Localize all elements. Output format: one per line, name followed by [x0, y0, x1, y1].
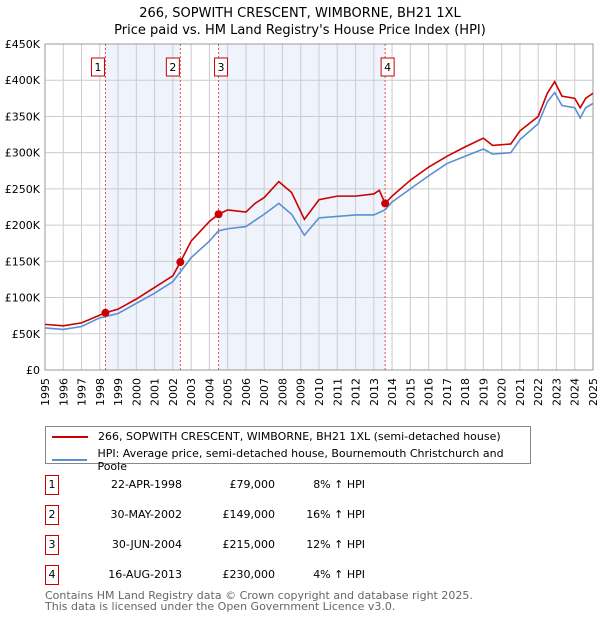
- legend-red-line: [52, 435, 88, 438]
- legend: 266, SOPWITH CRESCENT, WIMBORNE, BH21 1X…: [45, 426, 531, 473]
- x-tick-label: 2003: [185, 378, 198, 406]
- plot-frame: [44, 43, 594, 371]
- sale-marker: 4: [45, 565, 59, 585]
- sale-marker-box: [90, 57, 105, 77]
- x-tick-label: 2010: [313, 378, 326, 406]
- legend-blue-line: [52, 459, 88, 461]
- sale-marker-box: [165, 57, 180, 77]
- x-tick-label: 2015: [404, 378, 417, 406]
- x-tick-label: 2002: [167, 378, 180, 406]
- sale-row: 1 22-APR-1998 £79,000 8% ↑ HPI: [45, 475, 445, 495]
- sale-row: 3 30-JUN-2004 £215,000 12% ↑ HPI: [45, 535, 445, 555]
- x-tick-label: 2009: [295, 378, 308, 406]
- y-tick-label: £350K: [5, 110, 41, 123]
- x-tick-label: 1997: [76, 378, 89, 406]
- sale-row: 2 30-MAY-2002 £149,000 16% ↑ HPI: [45, 505, 445, 525]
- sale-price: £215,000: [222, 538, 276, 551]
- sale-marker-label: 3: [218, 61, 225, 74]
- footer-copyright: Contains HM Land Registry data © Crown c…: [45, 589, 473, 602]
- x-tick-label: 2006: [240, 378, 253, 406]
- shaded-range: [105, 44, 181, 370]
- x-tick-label: 2023: [550, 378, 563, 406]
- sale-date: 30-MAY-2002: [110, 508, 182, 521]
- sale-marker: 2: [45, 505, 59, 525]
- x-tick-label: 2024: [569, 378, 582, 406]
- y-tick-label: £400K: [5, 74, 41, 87]
- sale-point: [176, 258, 185, 267]
- x-tick-label: 2022: [532, 378, 545, 406]
- sale-date: 30-JUN-2004: [111, 538, 182, 551]
- x-tick-label: 1999: [112, 378, 125, 406]
- sale-price: £79,000: [229, 478, 276, 491]
- sale-marker: 3: [45, 535, 59, 555]
- price-chart: 1995 1996 1997 1998 1999 2000 2001 2002 2003 2004…: [5, 38, 600, 406]
- x-tick-label: 1996: [57, 378, 70, 406]
- sale-point: [214, 210, 223, 219]
- x-tick-label: 2012: [350, 378, 363, 406]
- y-tick-label: £0: [26, 364, 40, 377]
- x-tick-label: 2021: [514, 378, 527, 406]
- sale-marker-box: [214, 57, 229, 77]
- y-tick-label: £450K: [5, 38, 41, 51]
- sale-marker-box: [380, 57, 395, 77]
- x-tick-label: 2008: [276, 378, 289, 406]
- y-tick-label: £100K: [5, 292, 41, 305]
- y-tick-label: £50K: [12, 328, 41, 341]
- footer-licence: This data is licensed under the Open Gov…: [45, 600, 396, 613]
- sale-date: 22-APR-1998: [110, 478, 182, 491]
- sale-hpi: 8% ↑ HPI: [313, 478, 365, 491]
- x-tick-label: 2025: [587, 378, 600, 406]
- x-tick-label: 1995: [39, 378, 52, 406]
- sale-price: £230,000: [222, 568, 276, 581]
- x-tick-label: 2018: [459, 378, 472, 406]
- x-tick-label: 2017: [441, 378, 454, 406]
- x-tick-label: 2020: [496, 378, 509, 406]
- x-tick-label: 1998: [94, 378, 107, 406]
- y-tick-label: £200K: [5, 219, 41, 232]
- x-tick-label: 2005: [222, 378, 235, 406]
- x-tick-label: 2011: [331, 378, 344, 406]
- x-tick-label: 2014: [386, 378, 399, 406]
- sale-hpi: 12% ↑ HPI: [306, 538, 365, 551]
- x-tick-label: 2016: [423, 378, 436, 406]
- chart-title: 266, SOPWITH CRESCENT, WIMBORNE, BH21 1X…: [139, 6, 461, 21]
- sale-point: [101, 308, 110, 317]
- sale-point: [381, 199, 390, 208]
- sale-marker-label: 2: [169, 61, 176, 74]
- sale-marker: 1: [45, 475, 59, 495]
- footer: Contains HM Land Registry data © Crown c…: [45, 590, 473, 612]
- sale-marker-label: 1: [94, 61, 101, 74]
- y-tick-label: £150K: [5, 255, 41, 268]
- sale-price: £149,000: [222, 508, 276, 521]
- sale-hpi: 4% ↑ HPI: [313, 568, 365, 581]
- legend-label-property: 266, SOPWITH CRESCENT, WIMBORNE, BH21 1X…: [98, 430, 501, 443]
- legend-label-hpi: HPI: Average price, semi-detached house,…: [97, 447, 504, 473]
- sale-date: 16-AUG-2013: [108, 568, 182, 581]
- hpi-line: [44, 91, 594, 331]
- x-tick-label: 2000: [130, 378, 143, 406]
- x-tick-label: 2007: [258, 378, 271, 406]
- sale-hpi: 16% ↑ HPI: [306, 508, 365, 521]
- sale-row: 4 16-AUG-2013 £230,000 4% ↑ HPI: [45, 565, 445, 585]
- x-tick-label: 2013: [368, 378, 381, 406]
- y-tick-label: £300K: [5, 147, 41, 160]
- shaded-range: [218, 44, 386, 370]
- sale-marker-label: 4: [384, 61, 391, 74]
- x-tick-label: 2019: [477, 378, 490, 406]
- property-line: [44, 80, 594, 327]
- x-tick-label: 2004: [203, 378, 216, 406]
- x-tick-label: 2001: [149, 378, 162, 406]
- y-tick-label: £250K: [5, 183, 41, 196]
- chart-subtitle: Price paid vs. HM Land Registry's House …: [114, 23, 486, 38]
